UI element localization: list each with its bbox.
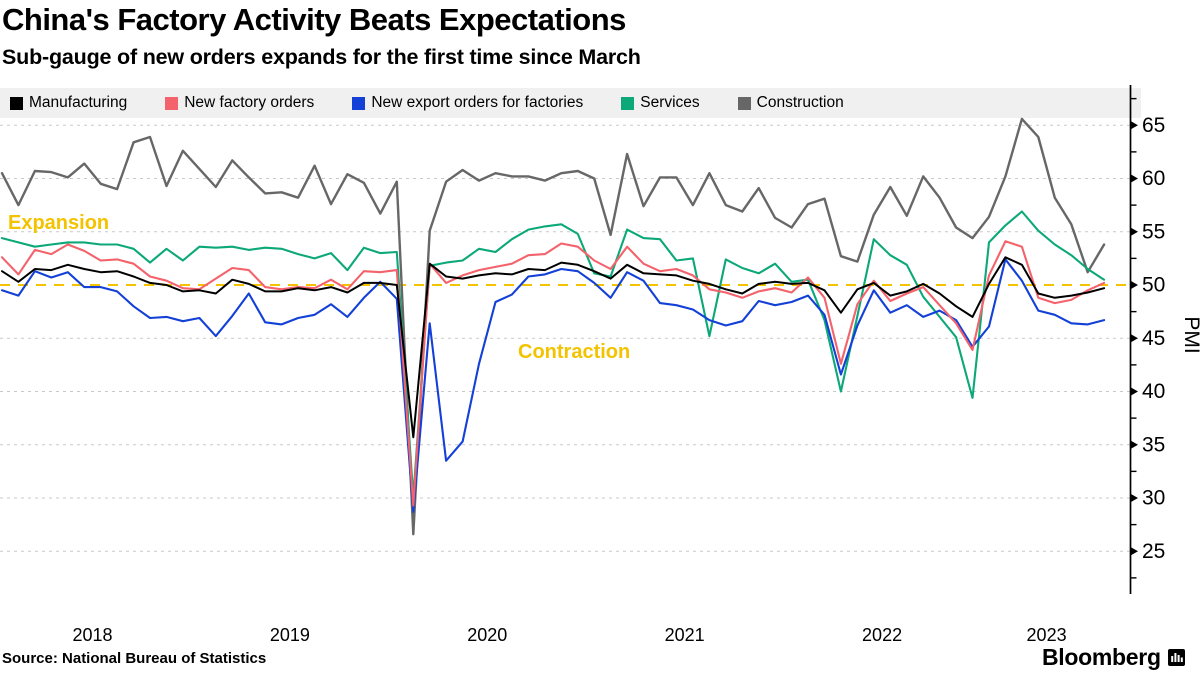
y-major-tick (1130, 280, 1138, 290)
expansion-annotation: Expansion (8, 212, 110, 234)
y-major-tick (1130, 121, 1138, 130)
bloomberg-wordmark: Bloomberg (1042, 644, 1161, 670)
series-line-new-factory-orders (0, 240, 1106, 507)
source-note: Source: National Bureau of Statistics (2, 650, 267, 667)
legend-item-manufacturing: Manufacturing (10, 94, 127, 112)
y-major-tick (1130, 493, 1138, 503)
legend: Manufacturing New factory orders New exp… (0, 88, 1141, 118)
legend-swatch-new-export-orders (352, 96, 366, 110)
y-major-tick (1130, 174, 1138, 183)
legend-label-new-factory-orders: New factory orders (184, 94, 315, 111)
legend-label-services: Services (640, 94, 700, 111)
legend-item-services: Services (621, 94, 700, 112)
legend-swatch-services (621, 96, 635, 110)
y-major-tick (1130, 334, 1138, 343)
y-tick-label: 55 (1142, 220, 1165, 243)
legend-item-construction: Construction (737, 94, 844, 112)
legend-swatch-construction (737, 96, 751, 110)
y-major-tick (1130, 387, 1138, 396)
legend-swatch-manufacturing (10, 96, 23, 110)
legend-label-construction: Construction (756, 94, 844, 111)
x-tick-label: 2023 (1027, 625, 1067, 645)
y-axis-title: PMI (1180, 316, 1200, 353)
bloomberg-terminal-icon (1167, 649, 1185, 666)
y-axis: 25 30 35 40 45 50 55 60 65 (1129, 85, 1165, 594)
y-tick-label: 45 (1142, 327, 1165, 350)
y-tick-label: 40 (1142, 380, 1165, 403)
bloomberg-logo: Bloomberg (1042, 644, 1186, 671)
y-tick-label: 65 (1142, 114, 1165, 137)
y-tick-label: 60 (1142, 167, 1165, 190)
y-tick-label: 25 (1142, 540, 1165, 563)
y-tick-label: 35 (1142, 433, 1165, 456)
legend-item-new-factory-orders: New factory orders (165, 94, 314, 112)
y-major-tick (1130, 547, 1138, 556)
legend-label-new-export-orders: New export orders for factories (371, 94, 584, 111)
x-tick-label: 2019 (270, 625, 310, 645)
chart-title: China's Factory Activity Beats Expectati… (2, 2, 626, 37)
x-tick-label: 2020 (467, 625, 507, 645)
series-line-services (0, 210, 1106, 498)
legend-item-new-export-orders: New export orders for factories (352, 94, 583, 112)
x-tick-label: 2022 (862, 625, 902, 645)
series-line-construction (0, 117, 1106, 536)
chart-subtitle: Sub-gauge of new orders expands for the … (2, 45, 641, 69)
legend-swatch-new-factory-orders (165, 96, 179, 110)
series-line-new-export-orders-for-factories (0, 258, 1106, 513)
gridlines (0, 124, 1130, 552)
y-tick-label: 30 (1142, 487, 1165, 510)
contraction-annotation: Contraction (518, 341, 631, 363)
legend-label-manufacturing: Manufacturing (29, 94, 128, 111)
series-line-manufacturing (1, 256, 1106, 439)
y-major-tick (1130, 227, 1138, 236)
y-tick-label: 50 (1142, 274, 1165, 297)
x-tick-label: 2021 (665, 625, 705, 645)
x-tick-label: 2018 (72, 625, 112, 645)
y-major-tick (1130, 440, 1138, 449)
